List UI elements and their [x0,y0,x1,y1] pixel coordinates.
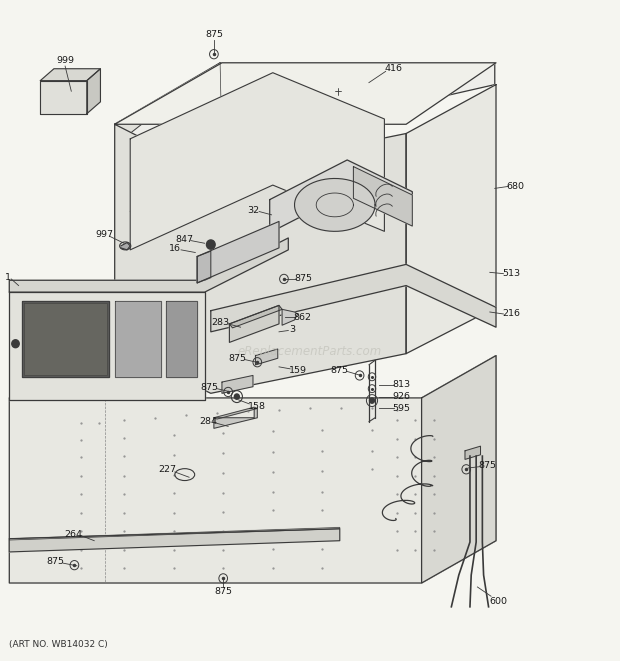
Circle shape [206,240,215,249]
Text: 513: 513 [502,269,520,278]
Text: 875: 875 [205,30,223,39]
Polygon shape [294,178,375,231]
Polygon shape [115,301,161,377]
Polygon shape [9,292,205,400]
Text: 997: 997 [95,230,113,239]
Text: 847: 847 [175,235,194,244]
Polygon shape [87,69,100,114]
Text: 926: 926 [392,392,410,401]
Text: 875: 875 [330,366,349,375]
Text: 600: 600 [489,597,508,606]
Polygon shape [282,309,298,325]
Text: 862: 862 [293,313,312,322]
Polygon shape [115,63,222,145]
Text: 875: 875 [228,354,247,363]
Text: 595: 595 [392,404,410,413]
Polygon shape [40,81,87,114]
Text: (ART NO. WB14032 C): (ART NO. WB14032 C) [9,640,108,649]
Polygon shape [214,407,257,419]
Polygon shape [166,301,197,377]
Text: 216: 216 [502,309,520,319]
Polygon shape [255,349,278,365]
Text: 284: 284 [199,417,218,426]
Polygon shape [22,301,108,377]
Polygon shape [229,305,282,328]
Polygon shape [9,529,340,552]
Circle shape [12,340,19,348]
Polygon shape [197,251,211,283]
Text: 283: 283 [211,318,230,327]
Text: 875: 875 [294,274,313,284]
Polygon shape [121,243,130,250]
Text: 999: 999 [56,56,74,65]
Polygon shape [229,305,279,342]
Polygon shape [465,446,480,459]
Polygon shape [130,73,384,250]
Polygon shape [353,167,412,226]
Text: 158: 158 [247,402,266,411]
Text: 875: 875 [46,557,65,566]
Text: 32: 32 [247,206,259,215]
Text: 1: 1 [4,273,11,282]
Text: eReplacementParts.com: eReplacementParts.com [238,345,382,358]
Polygon shape [214,408,257,428]
Polygon shape [270,160,412,233]
Text: 3: 3 [290,325,296,334]
Circle shape [234,394,239,399]
Text: 875: 875 [214,587,232,596]
Text: 16: 16 [169,244,181,253]
Text: 813: 813 [392,380,410,389]
Polygon shape [422,356,496,583]
Text: 264: 264 [64,529,82,539]
Polygon shape [9,527,340,540]
Polygon shape [115,63,495,147]
Text: 416: 416 [384,64,403,73]
Polygon shape [197,221,279,283]
Text: 227: 227 [158,465,177,474]
Polygon shape [9,356,496,583]
Text: 680: 680 [507,182,525,191]
Polygon shape [211,264,496,332]
Text: 875: 875 [200,383,219,392]
Polygon shape [115,124,406,393]
Polygon shape [9,238,288,292]
Polygon shape [222,375,253,393]
Text: 159: 159 [288,366,307,375]
Polygon shape [406,85,496,354]
Circle shape [370,398,374,403]
Polygon shape [24,303,107,375]
Text: 875: 875 [478,461,497,470]
Polygon shape [115,63,496,124]
Polygon shape [40,69,100,81]
